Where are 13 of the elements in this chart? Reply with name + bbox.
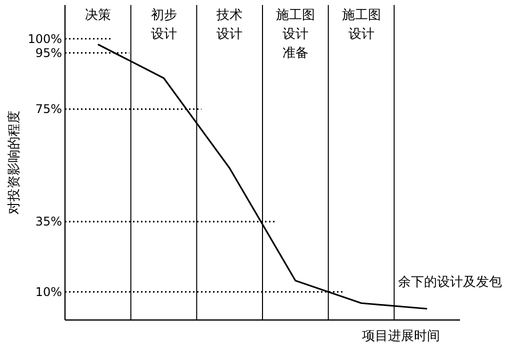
x-axis-title: 项目进展时间 (362, 329, 440, 344)
x-tick-label: 决策 (84, 8, 111, 23)
y-tick-label: 10% (35, 284, 62, 299)
x-tick-label: 余下的设计及发包 (398, 274, 502, 290)
x-tick-label: 施工图设计 (342, 8, 381, 42)
x-tick-label: 施工图设计准备 (276, 8, 315, 61)
y-axis-title: 对投资影响的程度 (6, 110, 22, 214)
y-tick-label: 100% (28, 32, 62, 46)
x-tick-label: 初步设计 (150, 8, 177, 42)
y-tick-label: 75% (35, 102, 62, 116)
x-tick-label: 技术设计 (216, 8, 243, 42)
y-tick-label: 35% (35, 214, 62, 229)
y-tick-label: 95% (35, 46, 62, 60)
